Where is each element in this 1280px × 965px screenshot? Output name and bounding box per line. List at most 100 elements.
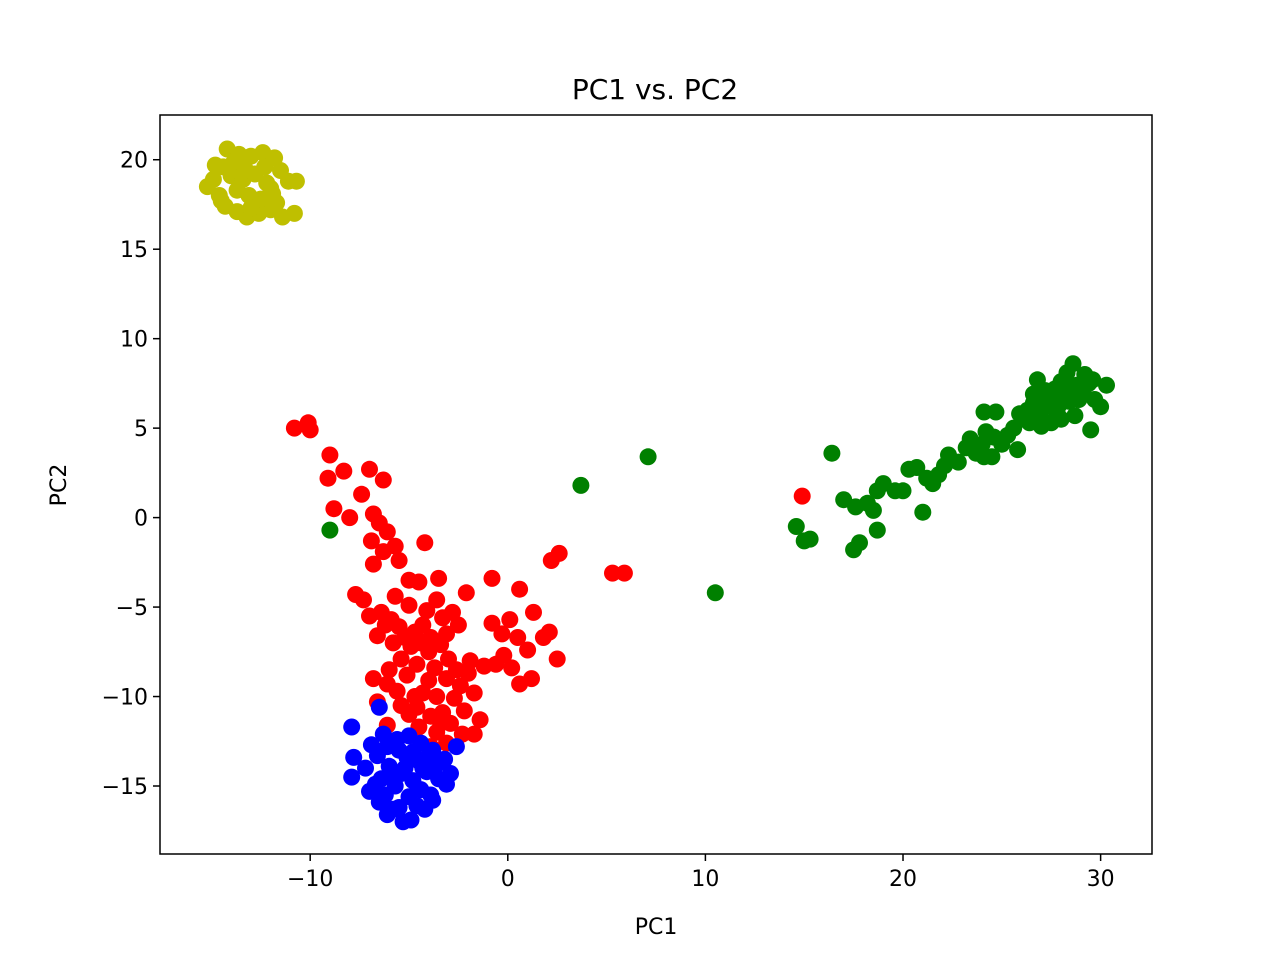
scatter-point	[256, 158, 274, 176]
scatter-point	[341, 509, 359, 527]
y-tick-label: 5	[134, 417, 148, 442]
scatter-point	[457, 584, 475, 602]
scatter-point	[1064, 355, 1082, 373]
scatter-point	[400, 596, 418, 614]
scatter-point	[301, 421, 319, 439]
scatter-point	[706, 584, 724, 602]
scatter-point	[285, 419, 303, 437]
scatter-point	[335, 462, 353, 480]
x-tick-label: 10	[691, 867, 719, 892]
scatter-point	[388, 682, 406, 700]
scatter-point	[540, 623, 558, 641]
scatter-point	[1009, 441, 1027, 459]
scatter-point	[1024, 385, 1042, 403]
x-tick-label: −10	[287, 867, 333, 892]
scatter-point	[1048, 403, 1066, 421]
scatter-point	[604, 564, 621, 582]
y-tick-label: −10	[102, 686, 148, 711]
scatter-point	[1092, 398, 1110, 416]
scatter-point	[321, 446, 339, 464]
scatter-point	[548, 650, 566, 668]
y-axis: −15 −10 −5 0 5 10 15 20	[102, 149, 160, 800]
scatter-point	[519, 641, 537, 659]
scatter-point	[287, 172, 305, 190]
scatter-point	[503, 659, 521, 677]
scatter-point	[414, 616, 432, 634]
scatter-point	[408, 797, 426, 815]
scatter-point	[430, 770, 448, 788]
scatter-point	[390, 552, 408, 569]
scatter-point	[394, 813, 412, 831]
scatter-point	[382, 611, 400, 629]
scatter-point	[1066, 407, 1084, 425]
scatter-point	[398, 666, 416, 684]
scatter-point	[382, 763, 400, 781]
scatter-point	[864, 501, 882, 519]
scatter-point	[392, 650, 410, 668]
scatter-point	[483, 614, 501, 632]
x-tick-label: 20	[889, 867, 917, 892]
y-tick-label: 10	[120, 328, 148, 353]
scatter-point	[447, 738, 465, 756]
scatter-point	[268, 194, 286, 212]
scatter-point	[572, 476, 590, 494]
scatter-point	[272, 162, 289, 179]
scatter-point	[345, 748, 363, 766]
scatter-point	[987, 403, 1005, 421]
scatter-point	[1062, 378, 1080, 396]
scatter-point	[319, 469, 337, 487]
scatter-point	[428, 688, 446, 705]
scatter-point	[362, 736, 380, 754]
scatter-point	[430, 569, 448, 587]
scatter-point	[396, 759, 414, 777]
data-marks	[198, 140, 1115, 831]
scatter-point	[615, 564, 633, 582]
scatter-point	[396, 629, 414, 646]
scatter-point	[418, 602, 436, 620]
y-axis-label: PC2	[47, 464, 72, 507]
y-tick-label: 20	[120, 149, 148, 174]
scatter-point	[787, 518, 805, 535]
scatter-point	[380, 661, 398, 679]
scatter-point	[1098, 376, 1115, 394]
scatter-point	[236, 160, 254, 178]
scatter-point	[493, 625, 511, 643]
scatter-point	[321, 521, 339, 539]
scatter-point	[511, 580, 529, 598]
scatter-point	[404, 743, 422, 761]
scatter-point	[214, 158, 232, 176]
scatter-point	[370, 698, 388, 716]
scatter-point	[420, 671, 438, 689]
scatter-point	[894, 482, 912, 500]
scatter-point	[384, 800, 402, 818]
scatter-point	[509, 629, 527, 646]
y-tick-label: 15	[120, 238, 148, 263]
scatter-point	[362, 532, 380, 550]
scatter-point	[410, 573, 428, 591]
scatter-point	[639, 448, 657, 466]
scatter-point	[914, 503, 932, 521]
scatter-point	[525, 603, 542, 621]
scatter-point	[361, 460, 378, 478]
scatter-point	[364, 555, 382, 573]
scatter-point	[366, 775, 384, 793]
scatter-point	[343, 718, 361, 736]
scatter-point	[908, 459, 926, 476]
scatter-point	[851, 534, 868, 552]
scatter-point	[801, 530, 819, 548]
scatter-point	[212, 192, 230, 210]
scatter-point	[445, 689, 463, 707]
x-tick-label: 30	[1087, 867, 1115, 892]
scatter-point	[204, 170, 222, 188]
scatter-point	[376, 786, 394, 804]
scatter-point	[471, 711, 489, 729]
scatter-point	[400, 705, 418, 723]
scatter-point	[285, 204, 303, 222]
scatter-point	[483, 569, 501, 587]
scatter-point	[449, 616, 467, 634]
scatter-point	[523, 670, 540, 688]
scatter-point	[444, 603, 461, 621]
scatter-point	[823, 444, 841, 462]
scatter-point	[949, 453, 967, 471]
